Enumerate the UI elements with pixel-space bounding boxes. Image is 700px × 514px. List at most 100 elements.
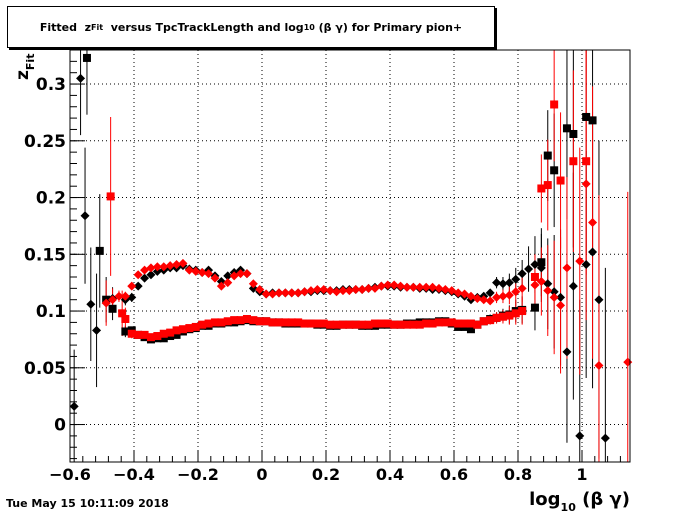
data-point-diamond — [428, 282, 438, 292]
data-point-diamond — [248, 279, 258, 289]
tick-labels: −0.6 −0.4 −0.2 0 0.2 0.4 0.6 0.8 1 0 0.05 0.1 0.15 0.… — [24, 75, 588, 484]
data-point-diamond — [568, 281, 578, 291]
data-point-square — [422, 319, 431, 328]
data-point-diamond — [504, 278, 514, 288]
x-tick-label: −0.4 — [113, 465, 155, 484]
data-point-diamond — [223, 271, 233, 281]
data-point-diamond — [504, 290, 514, 300]
data-point-diamond — [562, 263, 572, 273]
data-point-square — [556, 176, 565, 185]
markers — [69, 53, 633, 443]
data-point-diamond — [588, 247, 598, 257]
data-point-diamond — [357, 284, 367, 294]
data-point-square — [95, 246, 104, 255]
data-point-diamond — [69, 401, 79, 411]
data-point-square — [300, 319, 309, 328]
data-point-square — [582, 112, 591, 121]
data-point-square — [121, 327, 130, 336]
data-point-square — [537, 258, 546, 267]
data-point-diamond — [216, 277, 226, 287]
data-point-square — [428, 319, 437, 328]
data-point-diamond — [120, 291, 130, 301]
data-point-square — [345, 320, 354, 329]
data-point-square — [108, 304, 117, 313]
y-tick-label: 0.3 — [36, 75, 66, 95]
footer-timestamp: Tue May 15 10:11:09 2018 — [6, 497, 169, 510]
data-point-diamond — [223, 278, 233, 288]
title-middle-sub: 10 — [303, 22, 315, 32]
data-point-square — [172, 330, 181, 339]
data-point-square — [159, 334, 168, 343]
data-point-square — [191, 322, 200, 331]
error-bars — [73, 50, 629, 462]
data-point-square — [178, 325, 187, 334]
data-point-diamond — [255, 284, 265, 294]
data-point-diamond — [152, 262, 162, 272]
data-point-diamond — [517, 269, 527, 279]
data-point-diamond — [287, 288, 297, 298]
data-point-diamond — [319, 284, 329, 294]
data-point-diamond — [376, 281, 386, 291]
data-point-square — [127, 329, 136, 338]
data-point-diamond — [492, 278, 502, 288]
data-point-diamond — [562, 347, 572, 357]
data-point-square — [530, 272, 539, 281]
data-point-diamond — [511, 274, 521, 284]
data-point-square — [287, 318, 296, 327]
data-point-diamond — [453, 288, 463, 298]
data-point-diamond — [133, 281, 143, 291]
data-point-diamond — [434, 283, 444, 293]
title-suffix: (β γ) for Primary pion+ — [314, 20, 463, 34]
y-tick-label: 0.15 — [24, 245, 66, 265]
data-point-diamond — [210, 273, 220, 283]
x-tick-label: 0.4 — [376, 465, 404, 484]
data-point-diamond — [485, 296, 495, 306]
data-point-square — [146, 333, 155, 342]
data-point-diamond — [485, 288, 495, 298]
title-prefix: Fitted z — [39, 20, 92, 34]
data-point-square — [236, 316, 245, 325]
data-point-diamond — [80, 211, 90, 221]
data-point-diamond — [172, 260, 182, 270]
data-point-square — [537, 184, 546, 193]
data-point-square — [204, 319, 213, 328]
data-point-diamond — [114, 291, 124, 301]
data-point-square — [447, 318, 456, 327]
data-point-square — [281, 318, 290, 327]
data-point-square — [319, 319, 328, 328]
title-prefix-sub: Fit — [91, 22, 104, 32]
data-point-square — [505, 311, 514, 320]
axis-titles: log10 (β γ) zFit — [13, 54, 630, 514]
data-point-diamond — [623, 357, 633, 367]
data-point-diamond — [248, 283, 258, 293]
data-point-square — [550, 100, 559, 109]
data-point-square — [262, 317, 271, 326]
data-point-diamond — [536, 277, 546, 287]
data-point-diamond — [280, 288, 290, 298]
data-point-square — [460, 319, 469, 328]
data-point-diamond — [588, 218, 598, 228]
data-point-diamond — [530, 280, 540, 290]
data-point-square — [364, 320, 373, 329]
chart-title: Fitted z Fit versus TpcTrackLength and lo… — [7, 6, 495, 48]
x-axis-title: log10 (β γ) — [529, 489, 630, 514]
data-point-diamond — [101, 298, 111, 308]
data-point-diamond — [86, 299, 96, 309]
data-point-square — [473, 320, 482, 329]
data-point-square — [466, 319, 475, 328]
data-point-square — [242, 314, 251, 323]
data-point-diamond — [293, 288, 303, 298]
axis-ticks — [69, 49, 621, 462]
data-point-diamond — [415, 282, 425, 292]
data-point-square — [274, 318, 283, 327]
data-point-diamond — [472, 294, 482, 304]
x-tick-label: 0.2 — [312, 465, 340, 484]
data-point-square — [530, 303, 539, 312]
data-point-diamond — [197, 267, 207, 277]
data-point-diamond — [332, 287, 342, 297]
x-tick-label: −0.6 — [49, 465, 91, 484]
data-point-square — [134, 330, 143, 339]
data-point-diamond — [498, 291, 508, 301]
data-point-square — [82, 53, 91, 62]
y-tick-label: 0.1 — [36, 302, 66, 322]
